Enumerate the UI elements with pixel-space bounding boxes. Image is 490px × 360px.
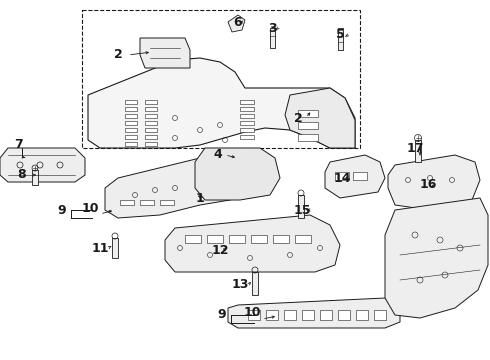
Bar	[374, 310, 386, 320]
Text: 8: 8	[18, 168, 26, 181]
Text: 9: 9	[218, 309, 226, 321]
Polygon shape	[228, 298, 400, 328]
Text: 2: 2	[114, 49, 122, 62]
Bar	[295, 235, 311, 243]
Bar	[125, 135, 137, 139]
Bar	[338, 310, 350, 320]
Text: 9: 9	[58, 203, 66, 216]
Bar	[240, 128, 254, 132]
Bar	[356, 310, 368, 320]
Bar	[298, 122, 318, 129]
Bar	[320, 310, 332, 320]
Polygon shape	[0, 148, 85, 182]
Polygon shape	[228, 15, 245, 32]
Polygon shape	[270, 28, 275, 48]
Bar	[302, 310, 314, 320]
Text: 11: 11	[91, 242, 109, 255]
Text: 16: 16	[419, 179, 437, 192]
Text: 12: 12	[211, 243, 229, 256]
Text: 14: 14	[333, 171, 351, 184]
Bar	[120, 200, 134, 205]
Polygon shape	[285, 88, 355, 148]
Bar	[145, 107, 157, 111]
Text: 2: 2	[294, 112, 302, 125]
Bar	[125, 100, 137, 104]
Polygon shape	[338, 28, 343, 50]
Bar	[240, 107, 254, 111]
Bar	[160, 200, 174, 205]
Text: 3: 3	[268, 22, 276, 35]
Polygon shape	[325, 155, 385, 198]
Polygon shape	[195, 148, 280, 200]
Polygon shape	[105, 158, 250, 218]
Bar	[273, 235, 289, 243]
Text: 15: 15	[293, 203, 311, 216]
Polygon shape	[415, 140, 421, 162]
Bar	[240, 114, 254, 118]
Bar	[185, 235, 201, 243]
Bar	[125, 121, 137, 125]
Bar	[298, 110, 318, 117]
Bar	[251, 235, 267, 243]
Polygon shape	[252, 272, 258, 295]
Bar	[145, 142, 157, 146]
Bar	[229, 235, 245, 243]
Text: 13: 13	[231, 279, 249, 292]
Polygon shape	[112, 238, 118, 258]
Bar	[240, 100, 254, 104]
Bar	[140, 200, 154, 205]
Text: 10: 10	[81, 202, 99, 215]
Bar	[125, 128, 137, 132]
Polygon shape	[298, 195, 304, 218]
Bar	[240, 121, 254, 125]
Bar	[284, 310, 296, 320]
Text: 10: 10	[243, 306, 261, 319]
Bar	[125, 107, 137, 111]
Bar	[145, 128, 157, 132]
Bar	[145, 114, 157, 118]
Bar	[145, 135, 157, 139]
Bar	[353, 172, 367, 180]
Polygon shape	[388, 155, 480, 210]
Text: 4: 4	[214, 148, 222, 162]
Bar	[125, 142, 137, 146]
Text: 7: 7	[14, 139, 23, 152]
Polygon shape	[165, 215, 340, 272]
Text: 6: 6	[234, 15, 243, 28]
Bar	[207, 235, 223, 243]
Bar	[248, 310, 260, 320]
Polygon shape	[140, 38, 190, 68]
Bar	[145, 121, 157, 125]
Bar	[125, 114, 137, 118]
Bar	[335, 172, 349, 180]
Text: 5: 5	[336, 28, 344, 41]
Bar	[145, 100, 157, 104]
Text: 17: 17	[406, 141, 424, 154]
Polygon shape	[32, 170, 38, 185]
Text: 1: 1	[196, 192, 204, 204]
Polygon shape	[88, 58, 355, 148]
Bar	[298, 134, 318, 141]
Bar	[266, 310, 278, 320]
Bar	[240, 135, 254, 139]
Polygon shape	[385, 198, 488, 318]
